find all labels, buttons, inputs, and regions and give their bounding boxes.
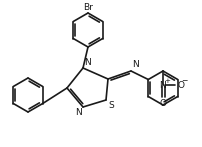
Text: O: O bbox=[178, 81, 185, 90]
Text: N: N bbox=[132, 60, 139, 69]
Text: S: S bbox=[108, 101, 114, 110]
Text: N: N bbox=[75, 108, 82, 117]
Text: N: N bbox=[160, 81, 166, 90]
Text: O: O bbox=[160, 99, 166, 108]
Text: +: + bbox=[165, 77, 170, 83]
Text: N: N bbox=[84, 58, 91, 67]
Text: −: − bbox=[181, 76, 187, 86]
Text: Br: Br bbox=[83, 3, 93, 12]
